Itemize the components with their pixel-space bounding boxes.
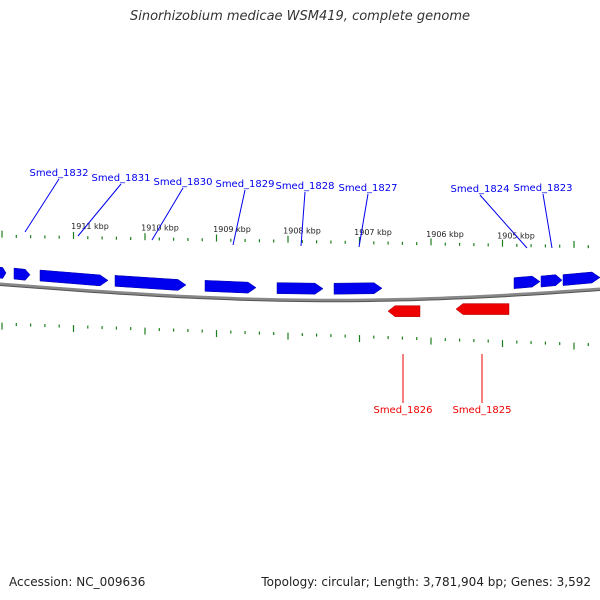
gene-label-smed_1827: Smed_1827 [338,183,397,194]
bottom-tick-row [1,322,589,350]
gene-leader-line [542,193,553,249]
gene-label-smed_1831: Smed_1831 [91,173,150,184]
gene-label-smed_1823: Smed_1823 [513,183,572,194]
gene-label-smed_1825: Smed_1825 [452,405,511,416]
reverse-gene-arrow [387,305,421,317]
gene-leader-line [300,191,306,247]
scale-label: 1910 kbp [141,224,179,233]
genome-backbone [0,282,600,303]
forward-gene-arrow [204,280,257,294]
forward-gene-arrow [0,266,7,279]
gene-labels: Smed_1832 Smed_1831 Smed_1830 Smed_1829 Smed… [29,168,572,416]
gene-leader-line [151,187,184,241]
gene-leader-line [358,193,369,248]
forward-gene-arrow [333,282,383,295]
forward-gene-arrow [39,269,109,287]
gene-leader-line [232,189,246,246]
map-title: Sinorhizobium medicae WSM419, complete g… [129,9,471,24]
backbone-line [0,282,600,302]
scale-label: 1911 kbp [71,222,109,231]
forward-gene-arrow [13,267,31,281]
gene-label-smed_1829: Smed_1829 [215,179,274,190]
gene-label-smed_1830: Smed_1830 [153,177,212,188]
forward-gene-arrow [513,275,541,289]
genome-summary-text: Topology: circular; Length: 3,781,904 bp… [261,575,591,589]
scale-label: 1906 kbp [426,230,464,239]
gene-label-smed_1826: Smed_1826 [373,405,432,416]
gene-label-smed_1828: Smed_1828 [275,181,334,192]
scale-label: 1907 kbp [354,228,392,237]
forward-gene-arrow [562,271,600,286]
gene-leader-line [77,183,122,237]
gene-label-leaders [24,178,553,403]
reverse-genes [387,303,510,317]
forward-gene-arrow [114,275,187,291]
gene-leader-line [24,178,60,233]
forward-genes [0,266,600,295]
reverse-gene-arrow [455,303,510,315]
accession-text: Accession: NC_009636 [9,575,146,589]
forward-gene-arrow [276,282,324,295]
scale-label: 1909 kbp [213,225,251,234]
forward-gene-arrow [540,274,563,288]
gene-leader-line [479,194,528,249]
gene-label-smed_1832: Smed_1832 [29,168,88,179]
backbone-shadow [0,285,600,303]
top-tick-row [1,230,589,249]
gene-label-smed_1824: Smed_1824 [450,184,509,195]
